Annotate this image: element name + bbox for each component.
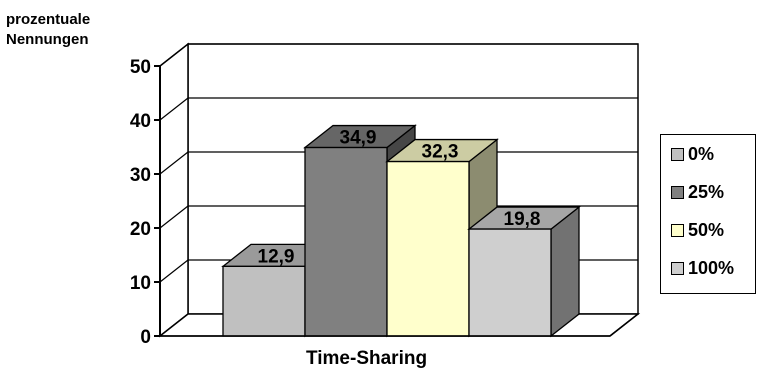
legend-swatch-3 — [671, 261, 684, 275]
gridline-side — [159, 259, 189, 283]
data-label-100%: 19,8 — [504, 209, 541, 230]
x-axis-depth-line — [609, 313, 639, 337]
y-tick-label-0: 0 — [140, 327, 151, 348]
data-label-50%: 32,3 — [422, 142, 459, 163]
legend-item-3: 100% — [671, 257, 734, 279]
legend-swatch-2 — [671, 223, 684, 237]
legend-label-0: 0% — [688, 143, 715, 164]
legend-label-2: 50% — [688, 219, 725, 240]
bar-100% — [468, 228, 552, 337]
y-axis-title-line-1: prozentuale — [6, 11, 91, 28]
gridline-side — [159, 43, 189, 67]
y-tick-label-10: 10 — [130, 273, 151, 294]
legend-item-1: 25% — [671, 181, 724, 203]
legend-swatch-0 — [671, 147, 684, 161]
y-axis-title-line-2: Nennungen — [6, 31, 89, 48]
y-tick-label-50: 50 — [130, 57, 151, 78]
legend-swatch-1 — [671, 185, 684, 199]
bar-25% — [304, 146, 388, 337]
data-label-0%: 12,9 — [258, 246, 295, 267]
bar-50% — [386, 160, 470, 337]
y-tick-label-40: 40 — [130, 111, 151, 132]
legend-item-2: 50% — [671, 219, 724, 241]
side-wall — [159, 42, 189, 338]
y-tick-label-30: 30 — [130, 165, 151, 186]
legend-label-3: 100% — [688, 257, 735, 278]
legend-label-1: 25% — [688, 181, 725, 202]
gridline-side — [159, 151, 189, 175]
legend: 0% 25% 50% 100% — [660, 134, 756, 294]
legend-item-0: 0% — [671, 143, 714, 165]
data-label-25%: 34,9 — [340, 128, 377, 149]
y-axis-title: prozentuale Nennungen — [6, 10, 90, 50]
y-tick-label-20: 20 — [130, 219, 151, 240]
x-axis-title: Time-Sharing — [306, 348, 428, 369]
bar-0% — [222, 265, 306, 337]
gridline-side — [159, 97, 189, 121]
gridline-side — [159, 205, 189, 229]
